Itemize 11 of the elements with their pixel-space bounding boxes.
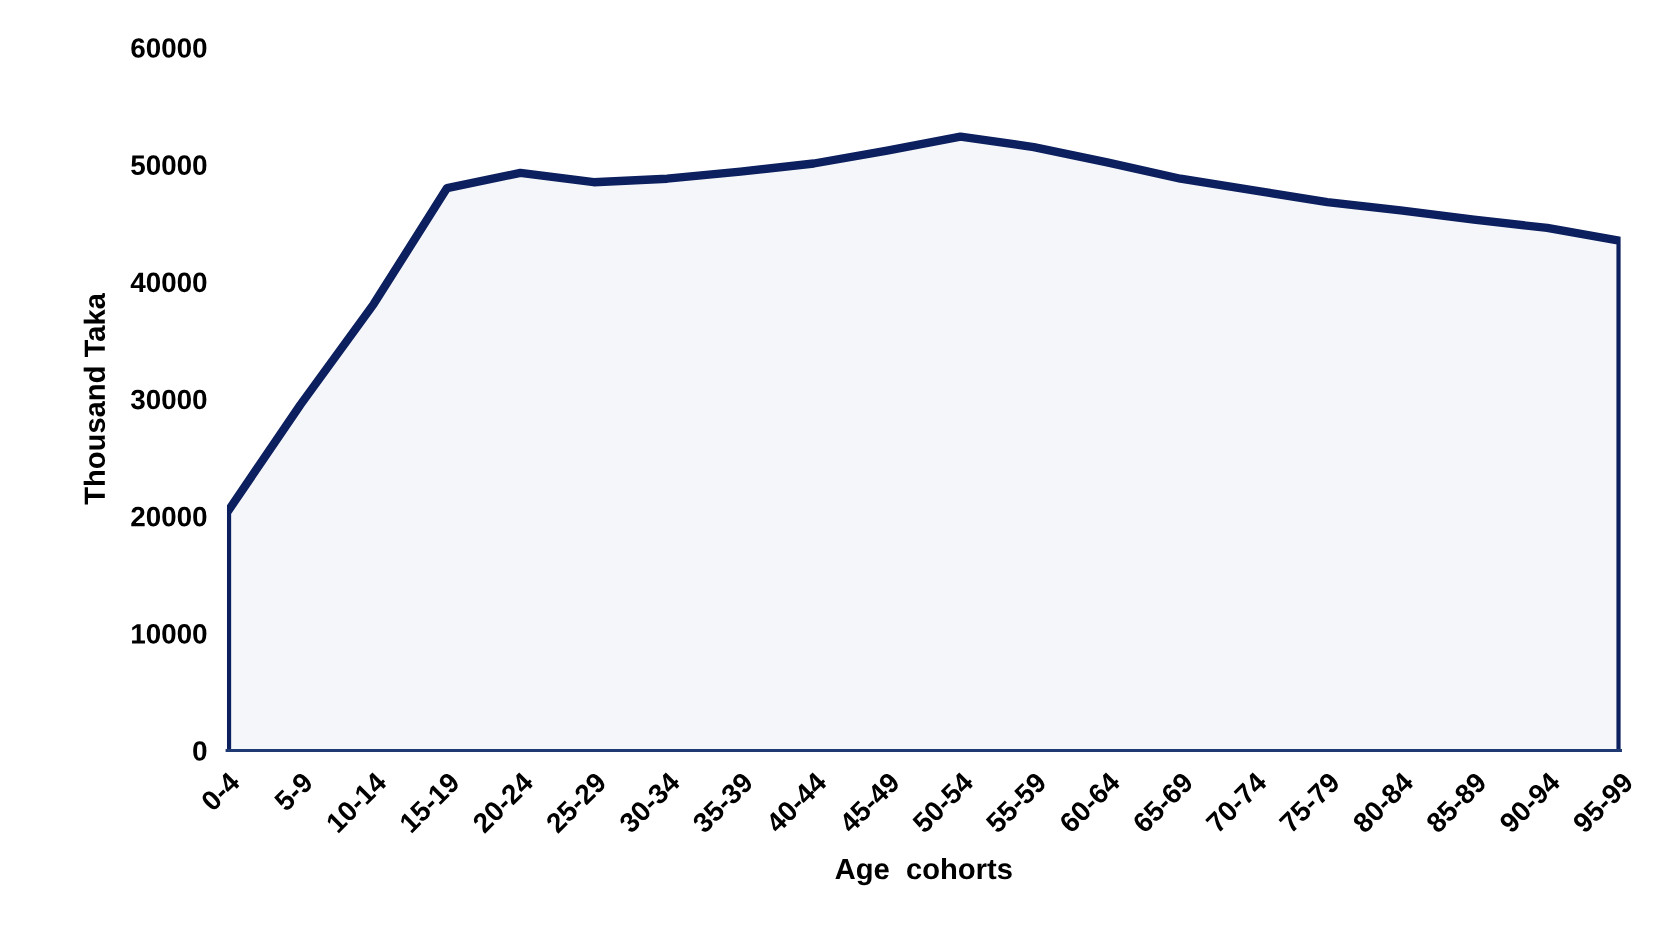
x-tick-label: 0-4 — [199, 770, 242, 812]
x-tick-label: 5-9 — [273, 771, 315, 813]
y-tick-label: 40000 — [130, 272, 207, 293]
y-tick-label: 0 — [193, 741, 207, 761]
y-tick-label: 60000 — [131, 38, 207, 58]
y-tick-label: 50000 — [131, 155, 207, 176]
y-axis-title: Thousand Taka — [83, 292, 106, 505]
y-tick-label: 30000 — [130, 389, 207, 410]
y-tick-label: 20000 — [131, 506, 207, 527]
y-tick-label: 10000 — [132, 624, 207, 644]
x-axis-title: Age cohorts — [835, 857, 1012, 886]
